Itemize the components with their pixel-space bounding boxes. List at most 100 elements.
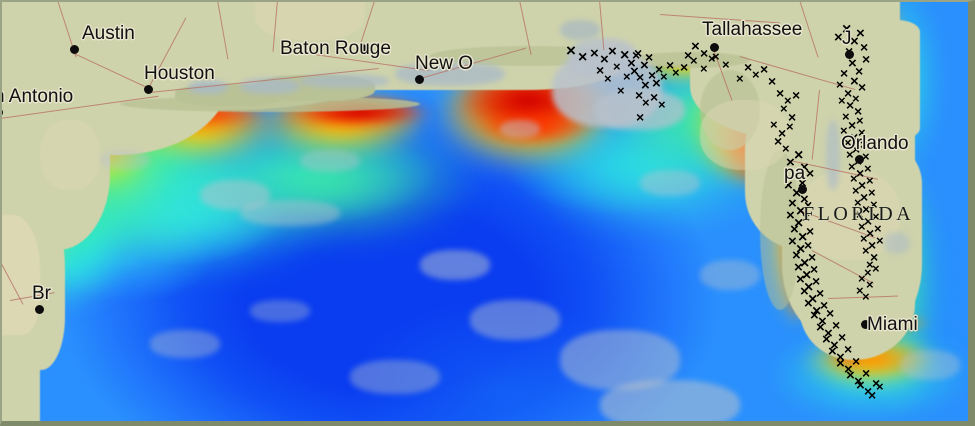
- station-marker: ×: [590, 45, 599, 62]
- station-marker: ×: [708, 51, 716, 66]
- station-marker: ×: [862, 201, 871, 217]
- station-marker: ×: [862, 289, 870, 304]
- station-marker: ×: [666, 57, 675, 73]
- city-label-san-antonio: n Antonio: [0, 86, 74, 107]
- station-marker: ×: [627, 55, 636, 72]
- station-marker: ×: [760, 61, 769, 77]
- station-marker: ×: [864, 161, 872, 176]
- station-marker: ×: [578, 49, 588, 66]
- station-marker: ×: [856, 113, 864, 128]
- station-marker: ×: [806, 223, 815, 239]
- station-marker: ×: [858, 271, 866, 286]
- station-marker: ×: [824, 325, 833, 342]
- station-marker: ×: [800, 283, 809, 300]
- city-dot-icon: [855, 155, 864, 164]
- city-label-jacksonville: J: [842, 28, 852, 49]
- station-marker: ×: [691, 38, 700, 55]
- station-marker: ×: [780, 101, 788, 116]
- city-dot-icon: [861, 320, 870, 329]
- city-label-baton-rouge: Baton Rouge: [280, 38, 391, 59]
- station-marker: ×: [804, 279, 814, 296]
- station-marker: ×: [722, 57, 730, 72]
- station-marker: ×: [876, 379, 884, 394]
- station-marker: ×: [623, 69, 631, 84]
- station-marker: ×: [862, 51, 871, 67]
- city-dot-icon: [415, 75, 424, 84]
- station-marker: ×: [858, 125, 866, 140]
- station-marker: ×: [802, 267, 812, 284]
- city-label-tampa: pa: [784, 163, 806, 184]
- station-marker: ×: [848, 55, 857, 72]
- station-marker: ×: [872, 209, 880, 224]
- station-marker: ×: [832, 317, 841, 333]
- station-marker: ×: [800, 159, 809, 176]
- station-marker: ×: [850, 129, 859, 145]
- station-marker: ×: [808, 291, 818, 308]
- station-marker: ×: [838, 93, 846, 108]
- station-marker: ×: [830, 337, 839, 354]
- station-marker: ×: [650, 89, 659, 105]
- station-marker: ×: [868, 237, 877, 253]
- state-label-florida: FLORIDA: [803, 203, 915, 225]
- station-marker: ×: [752, 67, 760, 82]
- station-marker: ×: [864, 213, 873, 229]
- station-marker: ×: [684, 47, 693, 63]
- station-marker: ×: [872, 261, 880, 276]
- station-marker: ×: [876, 233, 884, 248]
- city-label-miami: Miami: [867, 314, 918, 335]
- station-marker: ×: [658, 97, 666, 112]
- station-marker: ×: [774, 133, 783, 149]
- station-marker: ×: [806, 165, 815, 181]
- station-marker: ×: [844, 135, 852, 150]
- station-marker: ×: [800, 255, 810, 272]
- station-marker: ×: [840, 65, 849, 81]
- station-marker: ×: [856, 207, 864, 222]
- station-marker: ×: [848, 117, 857, 133]
- station-marker: ×: [852, 91, 860, 106]
- station-marker: ×: [636, 109, 645, 125]
- city-label-orlando: Orlando: [841, 133, 909, 154]
- station-marker: ×: [864, 265, 872, 280]
- station-marker: ×: [804, 237, 813, 253]
- station-marker: ×: [826, 305, 835, 321]
- station-marker: ×: [808, 249, 817, 265]
- station-marker: ×: [790, 221, 799, 238]
- station-marker: ×: [804, 295, 813, 312]
- station-marker: ×: [816, 319, 825, 336]
- station-marker: ×: [862, 243, 870, 258]
- station-marker: ×: [648, 67, 657, 83]
- station-marker: ×: [778, 125, 787, 141]
- station-marker: ×: [866, 277, 874, 292]
- station-marker: ×: [796, 241, 806, 258]
- station-marker: ×: [786, 207, 795, 224]
- city-dot-icon: [35, 305, 44, 314]
- station-marker: ×: [844, 341, 853, 357]
- station-marker: ×: [620, 47, 630, 64]
- city-label-houston: Houston: [144, 63, 215, 84]
- city-label-tallahassee: Tallahassee: [702, 19, 803, 40]
- station-marker: ×: [786, 154, 795, 171]
- station-marker: ×: [617, 83, 625, 98]
- station-marker: ×: [770, 117, 778, 132]
- station-marker: ×: [700, 61, 708, 76]
- station-marker: ×: [870, 197, 878, 212]
- station-marker: ×: [672, 65, 680, 80]
- station-marker: ×: [864, 383, 873, 399]
- station-marker: ×: [836, 355, 845, 372]
- station-marker: ×: [854, 195, 862, 210]
- station-marker: ×: [852, 141, 861, 157]
- city-label-brownsville: Br: [32, 283, 51, 304]
- station-marker: ×: [850, 171, 858, 186]
- station-marker: ×: [858, 79, 867, 95]
- station-marker: ×: [860, 231, 868, 246]
- station-marker: ×: [788, 233, 797, 250]
- station-marker: ×: [874, 221, 882, 236]
- city-label-austin: Austin: [82, 23, 135, 44]
- station-marker: ×: [866, 257, 874, 272]
- station-marker: ×: [800, 191, 809, 208]
- station-marker: ×: [600, 51, 609, 68]
- station-marker: ×: [856, 377, 865, 394]
- city-dot-icon: [70, 45, 79, 54]
